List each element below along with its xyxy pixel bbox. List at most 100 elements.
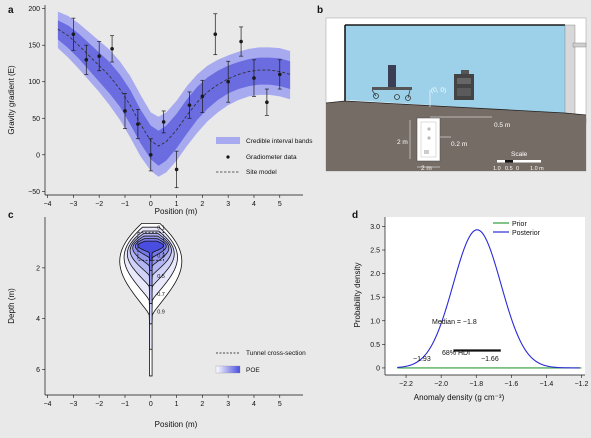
ground-region bbox=[326, 101, 586, 171]
y-tick-label: 200 bbox=[28, 6, 40, 13]
x-tick-label: 1 bbox=[175, 201, 179, 208]
x-tick-label: 0 bbox=[149, 201, 153, 208]
gradiometer-instrument-icon bbox=[371, 65, 412, 101]
panel-d-plot-area bbox=[385, 217, 585, 375]
scale-tick-1: 1.0 bbox=[493, 166, 501, 172]
data-point bbox=[161, 120, 166, 124]
contour-level-label: 0.1 bbox=[157, 226, 165, 232]
x-tick-label: −4 bbox=[44, 401, 52, 408]
credible-interval-bands bbox=[57, 11, 291, 177]
panel-c: c 0.1 0.3 0.5 0.7 0.9 −4 −3 −2 −1 0 1 2 3 4 5 2 4 6 Posi… bbox=[7, 210, 306, 429]
legend-label-poe: POE bbox=[246, 367, 260, 374]
panel-a-letter: a bbox=[8, 5, 14, 16]
data-point bbox=[213, 32, 218, 37]
legend-label-site-model: Site model bbox=[246, 169, 277, 176]
data-point bbox=[136, 122, 140, 126]
inner-offset-label: 0.2 m bbox=[451, 141, 467, 148]
scale-bar-segment bbox=[505, 160, 513, 163]
x-tick-label: 2 bbox=[200, 401, 204, 408]
x-tick-label: 5 bbox=[278, 401, 282, 408]
panel-b: b (0, 0) 0 bbox=[317, 5, 587, 172]
data-point bbox=[84, 58, 89, 62]
x-tick-label: 1 bbox=[175, 401, 179, 408]
data-point bbox=[252, 76, 256, 80]
x-tick-label: −1.4 bbox=[539, 381, 553, 388]
panel-d-letter: d bbox=[352, 210, 358, 221]
scale-bar bbox=[497, 160, 541, 163]
panel-a-legend: Credible interval bands Gradiometer data… bbox=[216, 137, 313, 176]
scale-title: Scale bbox=[511, 151, 528, 158]
legend-label-prior: Prior bbox=[512, 221, 527, 228]
y-tick-label: 2 bbox=[36, 265, 40, 272]
y-tick-label: 50 bbox=[32, 116, 40, 123]
x-tick-label: −1.6 bbox=[504, 381, 518, 388]
y-tick-label: 150 bbox=[28, 43, 40, 50]
x-tick-label: −1 bbox=[121, 401, 129, 408]
x-tick-label: 2 bbox=[200, 201, 204, 208]
hdi-low-label: −1.93 bbox=[413, 356, 431, 363]
panel-b-letter: b bbox=[317, 5, 323, 16]
panel-a-axes: −4 −3 −2 −1 0 1 2 3 4 5 −50 0 50 100 150 200 bbox=[28, 5, 303, 208]
contour-level-label: 0.5 bbox=[157, 274, 165, 280]
y-tick-label: 0.5 bbox=[370, 342, 380, 349]
y-tick-label: 3.0 bbox=[370, 224, 380, 231]
x-tick-label: −1.8 bbox=[469, 381, 483, 388]
poe-contours: 0.1 0.3 0.5 0.7 0.9 bbox=[119, 222, 183, 377]
site-model-line bbox=[57, 28, 291, 147]
y-tick-label: 4 bbox=[36, 316, 40, 323]
panel-c-legend: Tunnel cross-section POE bbox=[215, 350, 306, 374]
building-ledge bbox=[572, 42, 587, 48]
data-point bbox=[97, 54, 101, 58]
hdi-annotation: 68% HDI bbox=[442, 350, 470, 357]
panel-d-y-label: Probability density bbox=[353, 263, 362, 328]
contour-level-label: 0.9 bbox=[157, 310, 165, 316]
ground-surface bbox=[325, 100, 587, 116]
panel-c-axes: −4 −3 −2 −1 0 1 2 3 4 5 2 4 6 bbox=[36, 217, 303, 408]
scale-tick-3: 0 bbox=[516, 166, 519, 172]
tunnel-width-label: 2 m bbox=[421, 165, 432, 172]
density-curves bbox=[397, 229, 582, 369]
data-point bbox=[187, 103, 192, 107]
data-point bbox=[265, 100, 269, 104]
x-tick-label: −1 bbox=[121, 201, 129, 208]
outer-credible-band bbox=[57, 11, 291, 177]
y-tick-label: 1.5 bbox=[370, 295, 380, 302]
panel-a: a −4 −3 −2 −1 0 1 2 3 4 5 −50 0 50 100 150 200 Position… bbox=[7, 5, 313, 216]
x-tick-label: −3 bbox=[69, 401, 77, 408]
legend-label-gradiometer: Gradiometer data bbox=[246, 154, 297, 161]
building-wall bbox=[564, 24, 576, 121]
x-tick-label: 4 bbox=[252, 201, 256, 208]
x-tick-label: −2.2 bbox=[399, 381, 413, 388]
x-tick-label: 5 bbox=[278, 201, 282, 208]
legend-swatch-credible-bands bbox=[216, 137, 240, 144]
data-point bbox=[148, 153, 153, 157]
y-tick-label: 0 bbox=[376, 365, 380, 372]
legend-label-posterior: Posterior bbox=[512, 230, 541, 237]
posterior-curve bbox=[397, 229, 580, 369]
data-point bbox=[123, 109, 127, 113]
panel-c-y-label: Depth (m) bbox=[7, 288, 16, 324]
x-tick-label: 0 bbox=[149, 401, 153, 408]
data-point bbox=[71, 32, 76, 37]
legend-swatch-poe bbox=[215, 365, 241, 374]
y-tick-label: 0 bbox=[36, 152, 40, 159]
panel-d-x-label: Anomaly density (g cm⁻³) bbox=[414, 393, 505, 402]
panel-a-y-label: Gravity gradient (E) bbox=[7, 65, 16, 135]
site-model-curve bbox=[57, 28, 291, 147]
panel-d-legend: Prior Posterior bbox=[493, 221, 541, 237]
data-point bbox=[174, 167, 179, 172]
legend-label-credible-bands: Credible interval bands bbox=[246, 138, 313, 145]
x-tick-label: −4 bbox=[44, 201, 52, 208]
y-tick-label: −50 bbox=[28, 189, 40, 196]
y-tick-label: 2.0 bbox=[370, 271, 380, 278]
y-tick-label: 100 bbox=[28, 79, 40, 86]
contour-level-label: 0.3 bbox=[157, 254, 165, 260]
data-point bbox=[239, 39, 243, 44]
panel-c-letter: c bbox=[8, 210, 14, 221]
data-point bbox=[277, 72, 282, 77]
surface-offset-label: 0.5 m bbox=[494, 122, 510, 129]
tunnel-cross-section bbox=[137, 231, 165, 261]
contour-level-label: 0.7 bbox=[157, 292, 165, 298]
median-annotation: Median = −1.8 bbox=[432, 319, 477, 326]
legend-label-tunnel: Tunnel cross-section bbox=[246, 350, 306, 357]
